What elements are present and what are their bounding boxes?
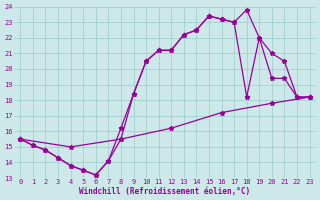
X-axis label: Windchill (Refroidissement éolien,°C): Windchill (Refroidissement éolien,°C) (79, 187, 251, 196)
